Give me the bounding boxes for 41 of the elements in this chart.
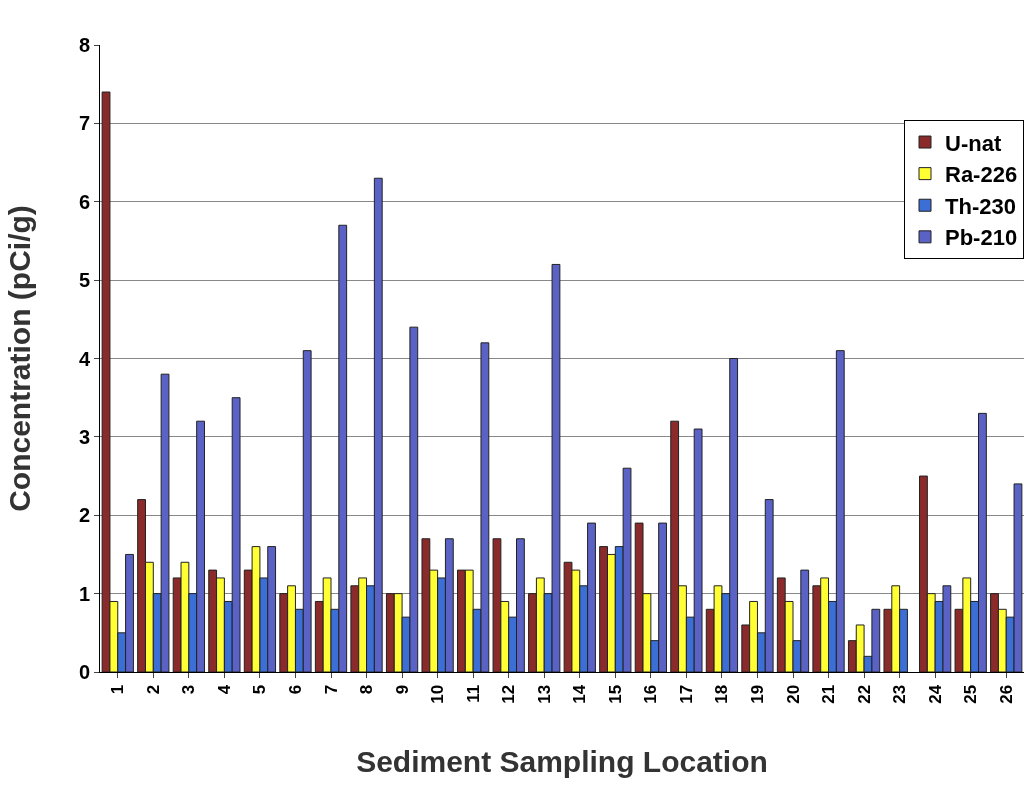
x-tick-label: 6	[285, 684, 305, 695]
x-tick-label: 7	[321, 684, 341, 695]
x-tick-label: 2	[143, 684, 163, 695]
y-tick-label: 7	[78, 112, 90, 135]
y-tick-label: 8	[78, 34, 90, 56]
x-tick-label: 26	[996, 684, 1016, 704]
y-tick-label: 4	[78, 347, 91, 370]
x-tick-label: 8	[357, 684, 377, 695]
x-tick-label: 13	[534, 684, 554, 704]
x-tick-label: 23	[890, 684, 910, 704]
y-tick-label: 6	[78, 190, 90, 213]
x-tick-label: 15	[605, 684, 625, 704]
x-tick-label: 21	[819, 684, 839, 704]
y-tick-label: 0	[78, 661, 90, 683]
x-axis-title: Sediment Sampling Location	[356, 745, 768, 778]
x-tick-label: 22	[854, 684, 874, 704]
x-tick-label: 4	[214, 684, 234, 695]
legend-label: U-nat	[945, 130, 1002, 156]
y-tick-label: 3	[78, 425, 90, 448]
y-axis-title: Concentration (pCi/g)	[3, 205, 36, 512]
x-tick-label: 16	[641, 684, 661, 704]
x-tick-label: 5	[250, 684, 270, 695]
x-tick-label: 3	[179, 684, 199, 695]
x-tick-label: 24	[925, 684, 945, 704]
y-tick-label: 2	[78, 504, 90, 527]
y-tick-label: 5	[78, 269, 90, 292]
x-tick-label: 14	[570, 684, 590, 704]
x-tick-label: 1	[108, 684, 128, 695]
x-tick-label: 9	[392, 684, 412, 695]
x-tick-label: 10	[428, 684, 448, 704]
y-tick-label: 1	[78, 582, 90, 605]
x-tick-label: 17	[676, 684, 696, 704]
x-tick-label: 11	[463, 684, 483, 703]
legend-label: Th-230	[945, 193, 1016, 219]
x-tick-label: 12	[499, 684, 519, 704]
x-tick-label: 20	[783, 684, 803, 704]
x-tick-label: 19	[747, 684, 767, 704]
x-tick-label: 18	[712, 684, 732, 704]
legend-label: Ra-226	[945, 162, 1018, 188]
legend-label: Pb-210	[945, 225, 1018, 251]
x-tick-label: 25	[961, 684, 981, 704]
